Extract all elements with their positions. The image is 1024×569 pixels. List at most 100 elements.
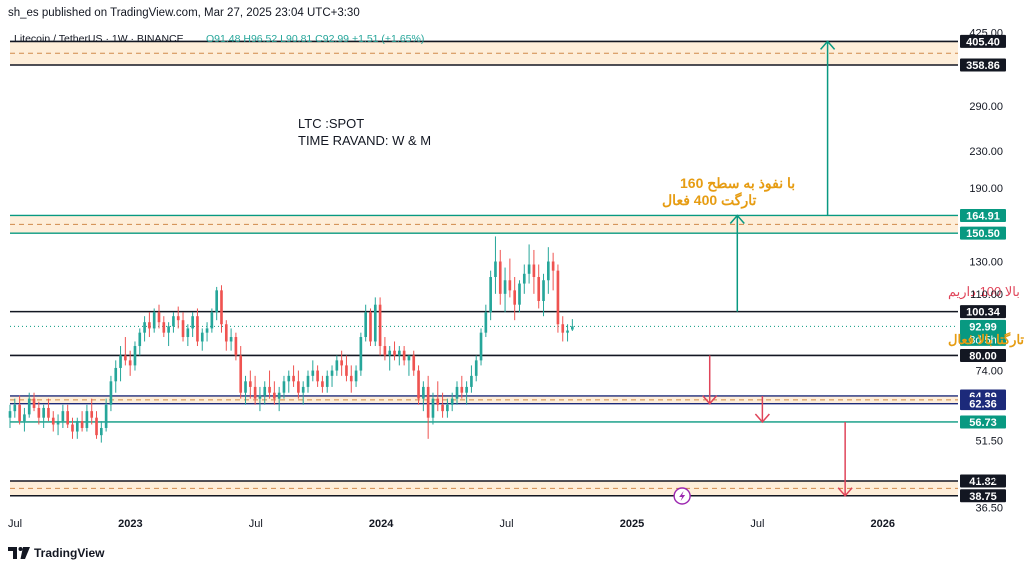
candle-body-down <box>393 350 396 356</box>
candle-body-up <box>143 322 146 333</box>
candle-body-up <box>13 404 17 412</box>
candle-body-up <box>354 370 358 382</box>
candle-body-up <box>431 398 435 418</box>
price-badge-label: 62.36 <box>969 399 997 411</box>
arrow-down-head <box>702 395 718 405</box>
annotation-floor-note: باحفظ کف 80 تارگتا بالا فعال <box>948 331 1024 348</box>
candle-body-up <box>56 421 60 425</box>
candle-body-up <box>398 350 401 356</box>
y-tick-label: 110.00 <box>970 289 1003 301</box>
price-badge <box>960 348 1006 362</box>
candle-body-down <box>532 264 536 277</box>
candle-body-down <box>340 360 343 366</box>
x-tick-label: Jul <box>249 518 263 530</box>
candle-body-down <box>128 360 132 366</box>
legend-ohlc: O91.48 H96.52 L90.81 C92.99 +1.51 (+1.65… <box>206 33 424 45</box>
candle-body-up <box>489 276 492 313</box>
candle-body-down <box>157 312 161 323</box>
candle-body-up <box>133 346 137 366</box>
candle-body-up <box>364 312 367 338</box>
y-tick-label: 130.00 <box>969 257 1003 269</box>
zone-band <box>10 41 958 66</box>
candle-body-up <box>330 370 334 376</box>
candle-body-down <box>513 290 516 305</box>
candle-body-down <box>234 337 238 356</box>
price-badge <box>960 226 1006 240</box>
price-badge <box>960 415 1006 429</box>
candle-body-up <box>61 411 65 422</box>
candle-body-up <box>470 375 473 387</box>
legend-symbol: Litecoin / TetherUS · 1W · BINANCE <box>14 33 184 45</box>
candle-body-down <box>196 316 199 342</box>
y-tick-label: 42.50 <box>975 473 1003 485</box>
price-badge <box>960 208 1006 222</box>
candle-body-up <box>23 414 26 422</box>
chart-area[interactable]: 405.40 358.86 164.91 150.50 100.34 92.99 3d 5h… <box>0 22 1024 542</box>
candle-body-up <box>282 381 286 393</box>
candle-body-down <box>47 407 50 418</box>
y-tick-label: 425.00 <box>969 27 1003 39</box>
candle-body-down <box>95 417 98 436</box>
price-badge-label: 56.73 <box>969 417 997 429</box>
arrow-up-head <box>729 214 745 224</box>
candle-body-down <box>349 375 353 382</box>
candle-body-up <box>104 404 108 428</box>
candle-body-down <box>51 417 55 425</box>
candle-body-up <box>200 332 204 342</box>
candle-body-up <box>263 386 267 396</box>
candle-body-up <box>503 280 507 294</box>
candle-body-up <box>229 337 233 342</box>
candle-body-up <box>277 392 281 399</box>
candle-body-down <box>124 355 127 361</box>
annotation-monthly-note: نیاز به تثبیت ماهانه بالا 100 داریم <box>948 284 1024 300</box>
candle-body-down <box>383 346 387 356</box>
candle-body-down <box>32 398 36 408</box>
price-badge <box>960 319 1006 346</box>
y-tick-label: 36.50 <box>975 502 1003 514</box>
candle-body-down <box>224 324 228 342</box>
candle-body-down <box>220 290 223 325</box>
annotation-spot: LTC :SPOT <box>298 116 364 131</box>
x-tick-label: Jul <box>8 518 22 530</box>
candle-body-down <box>90 411 94 418</box>
candle-body-up <box>542 280 545 302</box>
candle-body-down <box>249 381 252 387</box>
candle-body-down <box>297 381 300 393</box>
candle-body-up <box>167 326 170 333</box>
y-tick-label: 51.50 <box>975 436 1003 448</box>
candle-body-up <box>388 350 392 356</box>
candle-body-down <box>551 261 555 271</box>
candle-body-down <box>402 350 406 361</box>
candle-body-down <box>316 370 319 382</box>
candle-body-down <box>239 355 243 393</box>
candle-body-up <box>373 304 377 342</box>
zone-band <box>10 480 958 496</box>
candle-body-down <box>37 407 41 418</box>
price-badge-label: 358.86 <box>966 60 1000 72</box>
arrow-down-head <box>837 487 853 497</box>
candle-body-up <box>244 381 247 393</box>
candle-body-up <box>306 375 310 387</box>
candle-body-up <box>325 375 329 387</box>
price-badge-label: 92.99 <box>969 321 997 333</box>
candle-body-up <box>547 261 550 281</box>
annotation-target-line1: با نفوذ به سطح 160 <box>680 175 795 192</box>
candle-body-down <box>71 424 74 432</box>
candle-body-up <box>301 386 305 393</box>
candle-body-up <box>407 355 411 361</box>
candle-body-up <box>527 264 531 274</box>
price-badge-label: 80.00 <box>969 350 997 362</box>
x-tick-label: Jul <box>750 518 764 530</box>
candle-body-down <box>80 421 84 428</box>
candle-body-up <box>455 386 459 399</box>
candle-body-down <box>253 386 257 399</box>
candle-body-up <box>422 386 425 399</box>
price-badge-label: 405.40 <box>966 36 1000 48</box>
price-badge-label: 164.91 <box>966 210 1000 222</box>
candle-body-down <box>176 316 180 321</box>
y-tick-label: 290.00 <box>969 101 1003 113</box>
price-badge <box>960 489 1006 503</box>
candle-body-down <box>561 324 565 333</box>
